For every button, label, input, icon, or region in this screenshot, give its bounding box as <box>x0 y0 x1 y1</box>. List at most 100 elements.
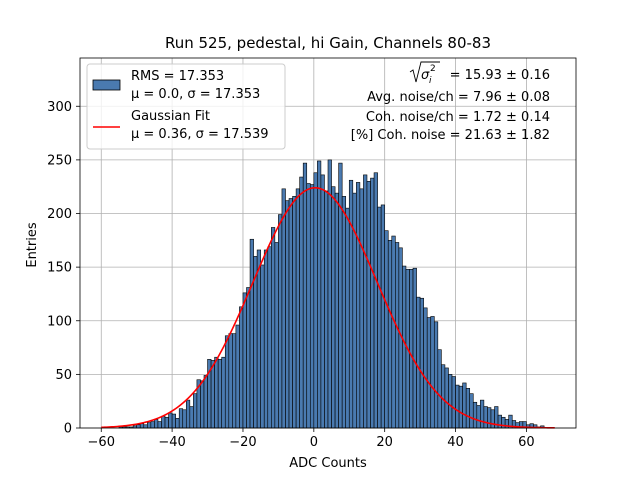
histogram-bar <box>426 317 432 429</box>
histogram-bar <box>256 249 261 429</box>
y-tick-label: 200 <box>47 207 72 222</box>
histogram-bar <box>334 192 339 429</box>
histogram-bar <box>331 186 336 429</box>
y-tick-label: 250 <box>47 153 72 168</box>
histogram-bar <box>281 188 286 429</box>
histogram-bar <box>370 177 375 429</box>
x-tick-label: −40 <box>158 435 185 450</box>
histogram-bar <box>278 214 283 429</box>
histogram-bar <box>345 207 350 429</box>
histogram-bar <box>210 360 215 429</box>
histogram-bar <box>143 424 148 429</box>
x-tick-label: −20 <box>229 435 256 450</box>
y-tick-label: 300 <box>47 100 72 115</box>
histogram-bar <box>260 264 265 429</box>
histogram-bar <box>451 376 456 429</box>
histogram-bar <box>161 415 166 429</box>
legend-label-histogram-stats: μ = 0.0, σ = 17.353 <box>131 87 260 102</box>
sigma-annotation: σ i 2 = 15.93 ± 0.16 <box>409 61 550 86</box>
legend-label-fit: Gaussian Fit <box>131 109 210 124</box>
histogram-bar <box>455 384 460 429</box>
histogram-bar <box>387 240 393 429</box>
histogram-bar <box>419 297 424 429</box>
histogram-bars <box>118 159 545 429</box>
y-tick-label: 100 <box>47 314 72 329</box>
legend-label-histogram: RMS = 17.353 <box>131 69 224 84</box>
histogram-bar <box>391 235 396 429</box>
plot-frame <box>79 57 577 429</box>
histogram-bar <box>462 382 467 429</box>
histogram-bar <box>239 306 244 429</box>
histogram-bar <box>242 292 247 429</box>
histogram-bar <box>246 287 251 429</box>
y-tick-label: 50 <box>55 368 72 383</box>
histogram-bar <box>487 407 492 429</box>
histogram-bar <box>274 242 279 429</box>
x-tick-label: 0 <box>310 435 318 450</box>
x-tick-label: 60 <box>518 435 535 450</box>
histogram-bar <box>433 321 439 429</box>
histogram-bar <box>235 324 240 429</box>
histogram-bar <box>200 380 205 429</box>
histogram-bar <box>356 182 361 429</box>
histogram-bar <box>185 399 191 429</box>
histogram-bar <box>193 393 198 429</box>
histogram-bar <box>136 424 141 429</box>
histogram-bar <box>384 230 389 429</box>
histogram-bar <box>423 307 428 429</box>
histogram-bar <box>373 172 378 429</box>
histogram-bar <box>288 198 293 429</box>
histogram-bar <box>412 267 417 429</box>
histogram-bar <box>168 412 173 429</box>
histogram-bar <box>295 188 300 429</box>
histogram-bar <box>306 183 311 429</box>
sigma-value: = 15.93 ± 0.16 <box>450 68 550 83</box>
histogram-bar <box>271 227 276 429</box>
histogram-bar <box>214 356 219 429</box>
histogram-bar <box>448 374 453 429</box>
legend-box <box>86 63 286 150</box>
histogram-bar <box>458 385 463 429</box>
histogram-bar <box>366 181 371 429</box>
histogram-bar <box>430 316 435 429</box>
histogram-bar <box>299 176 304 429</box>
histogram-bar <box>139 423 145 429</box>
axis-ticks: −60 −40 −20 0 20 40 60 0 50 100 150 200 250 300 <box>47 100 535 450</box>
legend: RMS = 17.353 μ = 0.0, σ = 17.353 Gaussia… <box>86 63 286 150</box>
histogram-bar <box>472 401 478 429</box>
histogram-bar <box>224 335 230 429</box>
histogram-bar <box>217 359 223 429</box>
histogram-bar <box>317 160 322 429</box>
histogram-bar <box>490 409 495 429</box>
histogram-bar <box>324 190 329 429</box>
histogram-bar <box>313 172 318 429</box>
y-tick-label: 0 <box>64 422 72 437</box>
histogram-bar <box>253 256 258 429</box>
histogram-bar <box>380 204 385 429</box>
histogram-bar <box>480 399 485 429</box>
histogram-bar <box>228 333 233 429</box>
histogram-bar <box>416 296 421 429</box>
pct-coh-noise-text: [%] Coh. noise = 21.63 ± 1.82 <box>351 128 550 143</box>
histogram-bar <box>341 196 347 429</box>
histogram-bar <box>338 162 343 429</box>
histogram-bar <box>189 406 194 429</box>
histogram-bar <box>203 375 208 429</box>
histogram-bar <box>348 179 354 429</box>
histogram-bar <box>249 238 254 429</box>
histogram-bar <box>309 184 315 429</box>
histogram-bar <box>437 349 442 429</box>
histogram-bar <box>465 388 471 429</box>
legend-label-fit-params: μ = 0.36, σ = 17.539 <box>131 127 269 142</box>
avg-noise-text: Avg. noise/ch = 7.96 ± 0.08 <box>367 90 550 105</box>
histogram-bar <box>175 418 180 429</box>
histogram-bar <box>171 413 176 429</box>
sigma-subscript: i <box>429 76 432 86</box>
histogram-bar <box>483 406 488 429</box>
y-axis-label: Entries <box>25 222 40 268</box>
sigma-symbol: σ <box>421 68 430 83</box>
x-tick-label: −60 <box>88 435 115 450</box>
histogram-bar <box>359 188 364 429</box>
chart-title: Run 525, pedestal, hi Gain, Channels 80-… <box>165 34 491 52</box>
